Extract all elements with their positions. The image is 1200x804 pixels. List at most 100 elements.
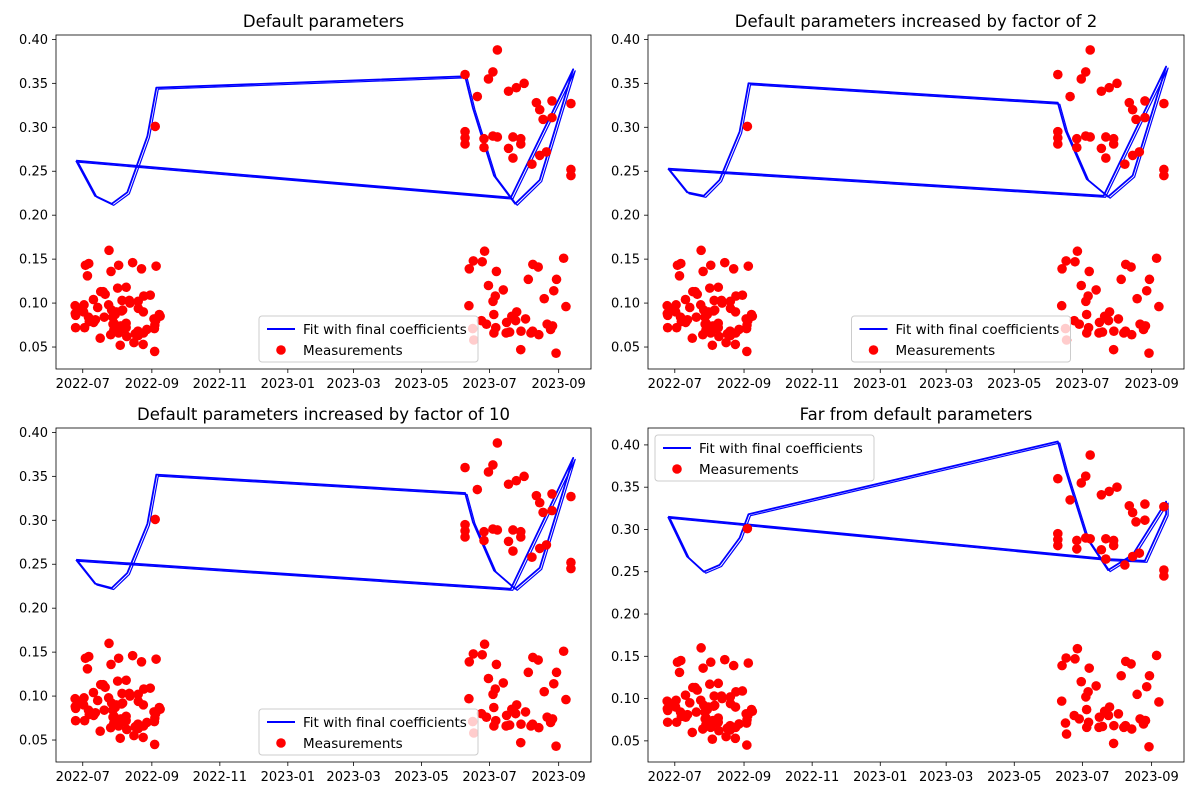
subplot-3: Default parameters increased by factor o… bbox=[19, 405, 592, 785]
plot-area bbox=[70, 45, 576, 358]
measurement-point bbox=[79, 300, 89, 310]
measurement-point bbox=[489, 721, 499, 731]
measurement-point bbox=[1109, 326, 1119, 337]
measurement-point bbox=[1072, 544, 1082, 554]
measurement-point bbox=[709, 295, 719, 306]
measurement-point bbox=[519, 78, 529, 89]
measurement-point bbox=[150, 514, 160, 525]
measurement-point bbox=[707, 340, 718, 351]
measurement-point bbox=[479, 142, 489, 153]
measurement-point bbox=[1061, 653, 1071, 663]
measurement-point bbox=[533, 655, 544, 665]
y-tick-label: 0.10 bbox=[611, 297, 640, 312]
axes-frame bbox=[55, 34, 592, 370]
fit-line bbox=[77, 70, 576, 206]
legend-label: Measurements bbox=[303, 343, 403, 359]
measurement-point bbox=[1154, 697, 1164, 707]
x-tick-label: 2022-09 bbox=[717, 377, 771, 392]
measurement-point bbox=[488, 689, 498, 700]
measurement-point bbox=[1061, 256, 1071, 266]
subplot-1: Default parameters 0.05 0.10 0.15 0.20 0.25 0.… bbox=[19, 12, 592, 392]
measurement-point bbox=[725, 698, 736, 709]
measurement-point bbox=[725, 330, 736, 341]
measurement-point bbox=[709, 700, 720, 711]
measurement-point bbox=[527, 159, 537, 170]
measurement-point bbox=[1094, 712, 1105, 722]
y-tick-label: 0.40 bbox=[19, 426, 48, 441]
measurement-point bbox=[98, 286, 108, 297]
measurement-point bbox=[674, 271, 685, 281]
measurement-point bbox=[1085, 533, 1095, 544]
measurement-point bbox=[115, 340, 126, 351]
y-tick-label: 0.30 bbox=[19, 121, 48, 136]
measurement-point bbox=[1159, 501, 1169, 512]
measurement-point bbox=[1108, 139, 1119, 149]
x-tick-label: 2022-11 bbox=[785, 377, 839, 392]
measurement-point bbox=[1096, 544, 1107, 555]
measurement-point bbox=[113, 260, 124, 271]
measurement-point bbox=[1053, 540, 1063, 551]
measurement-point bbox=[742, 740, 752, 750]
measurement-point bbox=[1057, 660, 1067, 671]
x-tick-label: 2023-07 bbox=[1055, 377, 1109, 392]
measurement-point bbox=[511, 82, 522, 93]
measurement-point bbox=[691, 707, 702, 717]
measurement-point bbox=[1081, 328, 1092, 338]
measurement-point bbox=[1120, 159, 1130, 170]
x-tick-label: 2022-07 bbox=[56, 770, 110, 785]
legend-label: Measurements bbox=[699, 462, 799, 478]
legend-label: Measurements bbox=[896, 343, 996, 359]
measurement-point bbox=[719, 257, 730, 268]
measurement-point bbox=[702, 309, 713, 320]
measurement-point bbox=[1108, 540, 1119, 551]
measurement-point bbox=[558, 646, 569, 657]
measurement-point bbox=[112, 676, 123, 686]
y-tick-label: 0.10 bbox=[611, 692, 640, 707]
measurement-point bbox=[1113, 314, 1124, 324]
measurement-point bbox=[675, 312, 686, 322]
measurement-point bbox=[709, 691, 719, 701]
measurement-point bbox=[115, 733, 126, 744]
measurement-point bbox=[1053, 69, 1063, 80]
measurement-point bbox=[1072, 643, 1083, 654]
x-tick-label: 2022-07 bbox=[648, 770, 702, 785]
measurement-point bbox=[125, 691, 135, 701]
measurement-point bbox=[133, 689, 143, 700]
x-tick-label: 2023-07 bbox=[462, 377, 516, 392]
measurement-point bbox=[1151, 253, 1162, 264]
measurement-point bbox=[1094, 328, 1104, 338]
measurement-point bbox=[725, 303, 736, 314]
measurement-point bbox=[538, 114, 548, 125]
measurement-point bbox=[121, 675, 131, 686]
measurement-point bbox=[721, 337, 731, 348]
measurement-point bbox=[1104, 307, 1115, 317]
measurement-point bbox=[547, 112, 557, 123]
measurement-point bbox=[481, 319, 492, 329]
y-tick-label: 0.40 bbox=[19, 33, 48, 48]
legend: Fit with final coefficients Measurements bbox=[258, 315, 479, 363]
measurement-point bbox=[1081, 692, 1091, 702]
measurement-point bbox=[662, 705, 673, 716]
measurement-point bbox=[515, 737, 526, 748]
y-tick-label: 0.30 bbox=[611, 121, 640, 136]
x-tick-label: 2022-07 bbox=[56, 377, 110, 392]
measurement-point bbox=[511, 475, 522, 486]
fit-line bbox=[77, 458, 576, 591]
x-tick-label: 2023-05 bbox=[394, 770, 448, 785]
measurement-point bbox=[713, 678, 724, 689]
measurement-point bbox=[488, 296, 498, 307]
measurement-point bbox=[82, 271, 93, 281]
legend-label: Measurements bbox=[303, 736, 403, 752]
measurement-point bbox=[561, 694, 571, 705]
measurement-point bbox=[106, 659, 116, 670]
measurement-point bbox=[1159, 98, 1169, 109]
measurement-point bbox=[671, 717, 682, 728]
measurement-point bbox=[151, 654, 161, 664]
measurement-point bbox=[714, 725, 724, 736]
measurement-point bbox=[698, 663, 708, 673]
measurement-point bbox=[483, 280, 494, 291]
measurement-point bbox=[464, 693, 474, 704]
measurement-point bbox=[1103, 315, 1114, 326]
measurement-point bbox=[1140, 112, 1150, 123]
measurement-point bbox=[743, 261, 754, 271]
